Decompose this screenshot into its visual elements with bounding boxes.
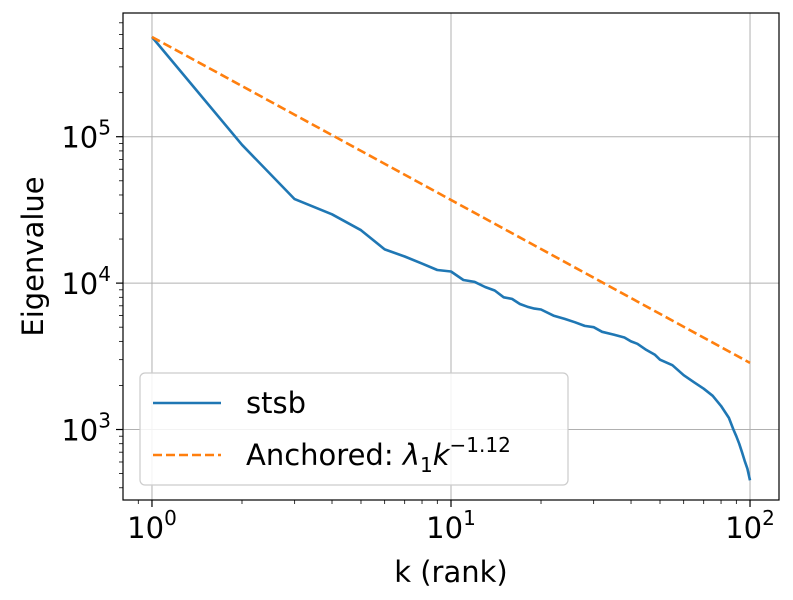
y-axis-label: Eigenvalue: [16, 176, 50, 336]
y-tick-label-base: 10: [61, 267, 98, 301]
x-axis-label: k (rank): [394, 555, 508, 589]
x-tick-label-base: 10: [426, 511, 463, 545]
legend-label-anchored: Anchored: λ1k−1.12: [246, 433, 511, 477]
y-tick-label: 103: [61, 409, 111, 448]
series-line-stsb: [151, 36, 752, 481]
y-tick-label-exponent: 3: [98, 409, 111, 433]
legend-label-exponent: −1.12: [450, 433, 511, 457]
series-layer: [151, 35, 752, 481]
x-tick-label-exponent: 2: [762, 506, 775, 530]
x-tick-label: 100: [127, 506, 177, 545]
x-tick-label-base: 10: [127, 511, 164, 545]
legend-label-k: k: [433, 438, 451, 472]
legend-label-lambda-subscript: 1: [420, 453, 433, 477]
x-tick-label: 101: [426, 506, 476, 545]
x-tick-label-exponent: 1: [463, 506, 476, 530]
x-tick-label: 102: [725, 506, 775, 545]
y-tick-label-base: 10: [61, 414, 98, 448]
y-tick-label-exponent: 5: [98, 116, 111, 140]
series-line-anchored: [151, 35, 751, 365]
legend-label-lambda: λ: [401, 438, 420, 472]
x-tick-label-base: 10: [725, 511, 762, 545]
y-tick-label: 104: [61, 262, 111, 301]
legend-label-anchored-prefix: Anchored:: [246, 438, 403, 472]
legend-box: [139, 372, 569, 486]
y-tick-label-exponent: 4: [98, 262, 111, 286]
legend: stsb Anchored: λ1k−1.12: [139, 372, 569, 486]
y-tick-label-base: 10: [61, 121, 98, 155]
y-tick-label: 105: [61, 116, 111, 155]
legend-label-stsb: stsb: [246, 386, 306, 420]
x-tick-label-exponent: 0: [164, 506, 177, 530]
